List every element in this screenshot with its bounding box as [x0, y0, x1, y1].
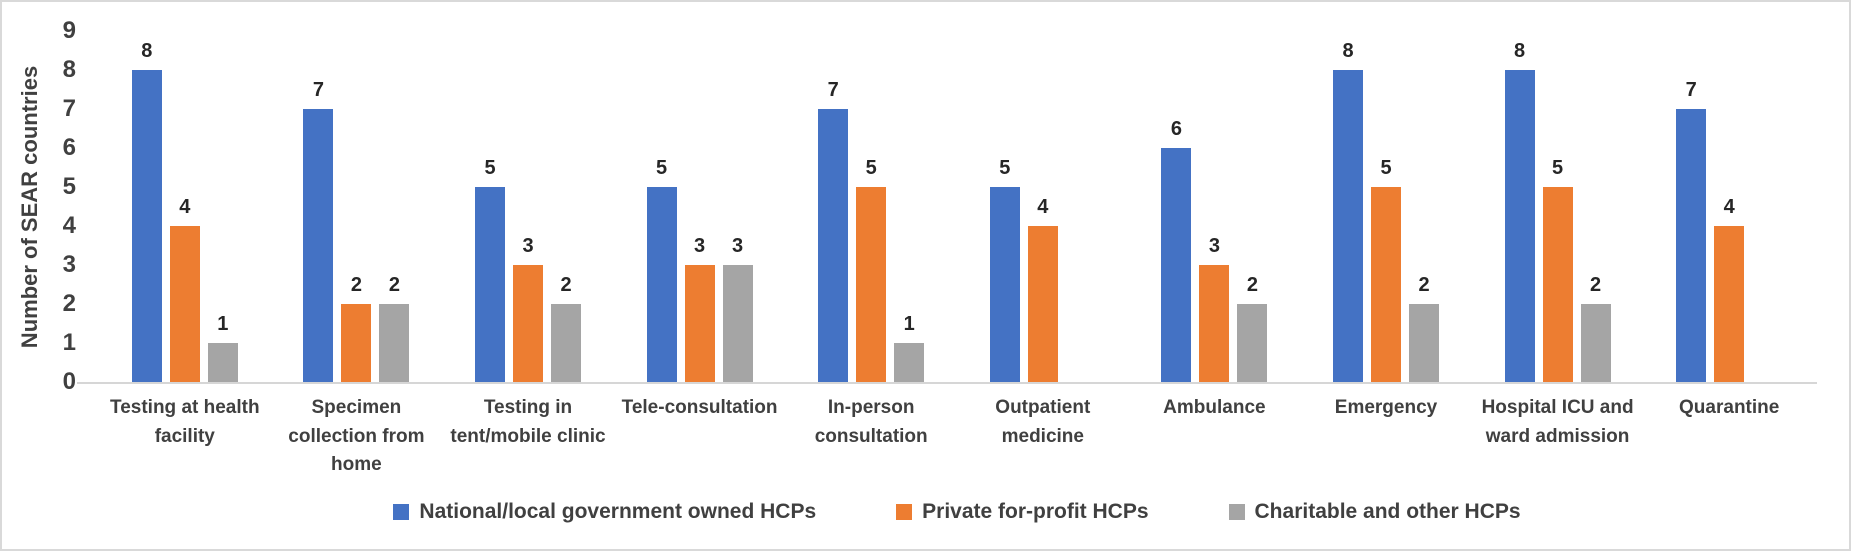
x-axis-category-label: Outpatient medicine	[995, 397, 1091, 447]
data-label: 7	[312, 79, 324, 101]
legend-swatch-icon	[1228, 504, 1245, 520]
y-tick-label: 0	[62, 368, 76, 395]
data-label: 5	[1380, 157, 1392, 179]
bar-series-2-cat-4	[894, 343, 925, 382]
legend-item-0: National/local government owned HCPs	[393, 500, 816, 524]
legend: National/local government owned HCPs Priv…	[99, 500, 1815, 524]
bar-series-0-cat-1	[303, 109, 334, 382]
y-tick-label: 5	[62, 173, 76, 200]
bar-series-1-cat-2	[513, 265, 543, 382]
y-tick-label: 1	[62, 329, 76, 356]
bar-series-2-cat-2	[551, 304, 581, 382]
data-label: 3	[694, 235, 706, 257]
bar-series-1-cat-9	[1714, 226, 1745, 382]
bar-series-2-cat-7	[1409, 304, 1439, 382]
legend-item-2: Charitable and other HCPs	[1228, 500, 1521, 524]
bar-series-0-cat-7	[1333, 70, 1363, 382]
bar-series-2-cat-0	[207, 343, 238, 382]
legend-label: Private for-profit HCPs	[922, 500, 1149, 523]
bar-series-0-cat-3	[646, 187, 677, 382]
x-axis-category-label: Tele-⁠consultation	[621, 397, 778, 418]
bar-series-1-cat-4	[856, 187, 887, 382]
legend-label: Charitable and other HCPs	[1254, 500, 1521, 523]
y-tick-label: 2	[62, 290, 76, 317]
legend-swatch-icon	[896, 504, 913, 520]
data-label: 5	[484, 157, 496, 179]
bar-series-2-cat-1	[379, 304, 410, 382]
data-label: 5	[656, 157, 668, 179]
bar-series-2-cat-8	[1580, 304, 1611, 382]
bar-series-1-cat-1	[341, 304, 372, 382]
data-label: 2	[1246, 274, 1258, 296]
x-axis-category-label: In-⁠person consultation	[814, 397, 928, 447]
y-tick-label: 9	[62, 17, 76, 44]
bar-series-0-cat-8	[1504, 70, 1535, 382]
x-axis-category-label: Testing in tent/⁠mobile clinic	[450, 397, 606, 447]
data-label: 5	[999, 157, 1011, 179]
legend-swatch-icon	[393, 504, 410, 520]
x-axis-category-label: Testing at health facility	[110, 397, 260, 447]
bar-series-1-cat-6	[1199, 265, 1230, 382]
bar-series-1-cat-7	[1371, 187, 1401, 382]
bar-series-1-cat-8	[1542, 187, 1573, 382]
data-label: 1	[217, 313, 229, 335]
y-tick-label: 3	[62, 251, 76, 278]
bar-series-1-cat-0	[169, 226, 200, 382]
data-label: 7	[827, 79, 839, 101]
x-axis-category-label: Hospital ICU and ward admission	[1481, 397, 1634, 447]
bar-series-0-cat-2	[475, 187, 505, 382]
data-label: 8	[1342, 40, 1354, 62]
bar-series-0-cat-4	[818, 109, 849, 382]
bar-series-1-cat-5	[1027, 226, 1058, 382]
bar-series-1-cat-3	[684, 265, 715, 382]
data-label: 5	[1552, 157, 1564, 179]
bar-series-0-cat-5	[989, 187, 1020, 382]
data-label: 3	[522, 235, 534, 257]
bar-series-0-cat-9	[1676, 109, 1707, 382]
y-tick-label: 8	[62, 56, 76, 83]
data-label: 4	[1723, 196, 1735, 218]
x-axis-category-label: Specimen collection from home	[288, 397, 425, 475]
y-tick-label: 4	[62, 212, 76, 239]
data-label: 4	[179, 196, 191, 218]
data-label: 1	[903, 313, 915, 335]
data-label: 2	[1590, 274, 1602, 296]
data-label: 3	[732, 235, 744, 257]
legend-label: National/local government owned HCPs	[419, 500, 817, 523]
data-label: 4	[1037, 196, 1049, 218]
data-label: 3	[1208, 235, 1220, 257]
bar-series-0-cat-6	[1161, 148, 1192, 382]
x-axis-line	[77, 382, 1817, 384]
y-tick-label: 7	[62, 95, 76, 122]
data-label: 2	[560, 274, 572, 296]
data-label: 8	[141, 40, 153, 62]
data-label: 6	[1170, 118, 1182, 140]
data-label: 5	[865, 157, 877, 179]
data-label: 8	[1514, 40, 1526, 62]
bar-series-2-cat-6	[1237, 304, 1268, 382]
data-label: 7	[1685, 79, 1697, 101]
legend-item-1: Private for-profit HCPs	[896, 500, 1149, 524]
data-label: 2	[350, 274, 362, 296]
x-axis-category-label: Ambulance	[1163, 397, 1266, 418]
bar-series-2-cat-3	[722, 265, 753, 382]
y-tick-label: 6	[62, 134, 76, 161]
x-axis-category-label: Quarantine	[1679, 397, 1780, 418]
data-label: 2	[388, 274, 400, 296]
x-axis-category-label: Emergency	[1334, 397, 1438, 418]
data-label: 2	[1418, 274, 1430, 296]
bar-series-0-cat-0	[131, 70, 162, 382]
